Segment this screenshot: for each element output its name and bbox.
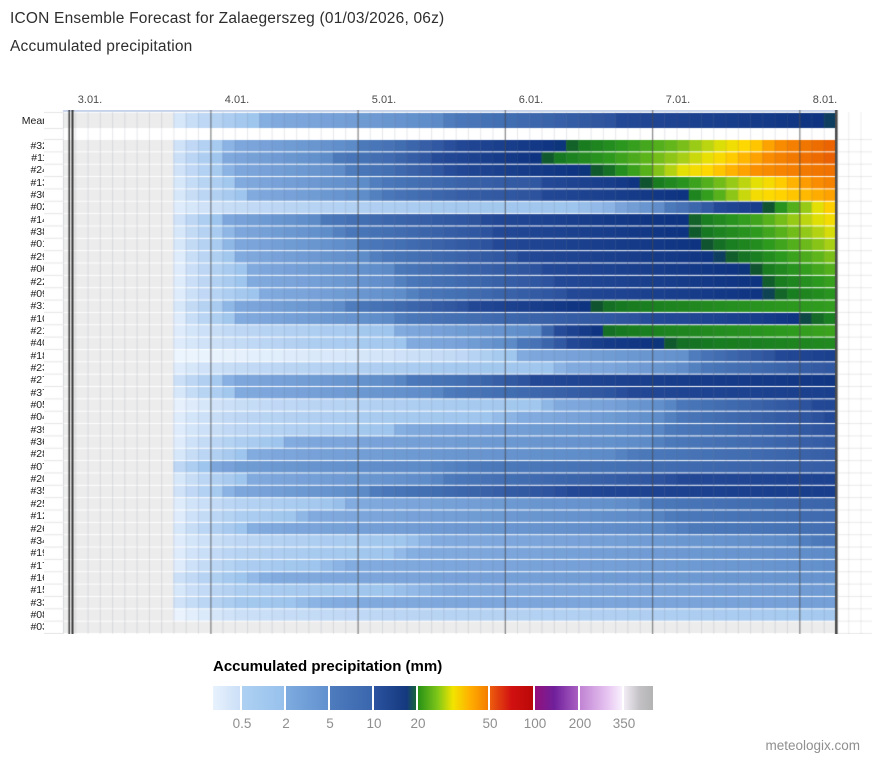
legend-segment — [624, 686, 653, 710]
row-label: #23 — [30, 361, 48, 374]
row-label: #04 — [30, 411, 48, 424]
x-axis-label: 4.01. — [224, 94, 250, 106]
watermark-link[interactable]: meteologix.com — [765, 738, 860, 753]
row-label: #37 — [30, 386, 48, 399]
chart-title: ICON Ensemble Forecast for Zalaegerszeg … — [10, 10, 445, 27]
legend-segment — [580, 686, 622, 710]
row-label: #21 — [30, 324, 48, 337]
row-label: #07 — [30, 460, 48, 473]
row-label: #14 — [30, 213, 48, 226]
legend-segment — [490, 686, 533, 710]
row-label: #31 — [30, 300, 48, 313]
legend-tick-label: 100 — [523, 716, 547, 731]
row-label: #12 — [30, 510, 48, 523]
row-label: #28 — [30, 448, 48, 461]
row-label: #18 — [30, 349, 48, 362]
row-label: #36 — [30, 436, 48, 449]
row-label: #02 — [30, 201, 48, 214]
legend-tick-label: 350 — [612, 716, 636, 731]
row-label: #38 — [30, 226, 48, 239]
legend-segment — [242, 686, 284, 710]
legend-segment — [374, 686, 416, 710]
chart-subtitle: Accumulated precipitation — [10, 38, 193, 55]
x-axis-label: 7.01. — [665, 94, 691, 106]
legend-segment — [213, 686, 240, 710]
legend-colorbar — [213, 686, 653, 710]
legend-segment — [418, 686, 488, 710]
row-label: #03 — [30, 621, 48, 634]
row-label: #30 — [30, 189, 48, 202]
row-label: #33 — [30, 596, 48, 609]
legend-segment — [535, 686, 578, 710]
legend-tick-label: 200 — [568, 716, 592, 731]
row-label: #06 — [30, 263, 48, 276]
row-label: #35 — [30, 485, 48, 498]
row-label: #22 — [30, 275, 48, 288]
legend-tick-label: 50 — [482, 716, 498, 731]
x-axis-label: 8.01. — [812, 94, 838, 106]
row-label: #15 — [30, 584, 48, 597]
row-label: #19 — [30, 547, 48, 560]
row-label: #10 — [30, 312, 48, 325]
legend-tick-label: 10 — [366, 716, 382, 731]
row-label: #32 — [30, 139, 48, 152]
row-label: #13 — [30, 176, 48, 189]
row-label: #08 — [30, 608, 48, 621]
legend-title: Accumulated precipitation (mm) — [213, 658, 443, 675]
legend-segment — [330, 686, 372, 710]
x-axis-label: 3.01. — [77, 94, 103, 106]
row-label: #01 — [30, 238, 48, 251]
x-axis-label: 6.01. — [518, 94, 544, 106]
row-label: #09 — [30, 287, 48, 300]
row-label: #34 — [30, 534, 48, 547]
legend-segment — [286, 686, 328, 710]
row-label: #20 — [30, 473, 48, 486]
row-label: #24 — [30, 164, 48, 177]
row-label: #05 — [30, 399, 48, 412]
legend-tick-label: 0.5 — [232, 716, 252, 731]
row-label: #17 — [30, 559, 48, 572]
row-label: #11 — [31, 152, 48, 165]
row-label: #39 — [30, 423, 48, 436]
x-axis-label: 5.01. — [371, 94, 397, 106]
legend-tick-label: 2 — [282, 716, 290, 731]
row-label: #40 — [30, 337, 48, 350]
row-label: Mean — [21, 114, 48, 127]
row-label: #26 — [30, 522, 48, 535]
heatmap-canvas — [44, 110, 872, 634]
row-label: #16 — [30, 571, 48, 584]
row-label: #27 — [30, 374, 48, 387]
row-label: #25 — [30, 497, 48, 510]
row-label: #29 — [30, 250, 48, 263]
legend-tick-label: 20 — [410, 716, 426, 731]
legend-tick-label: 5 — [326, 716, 334, 731]
